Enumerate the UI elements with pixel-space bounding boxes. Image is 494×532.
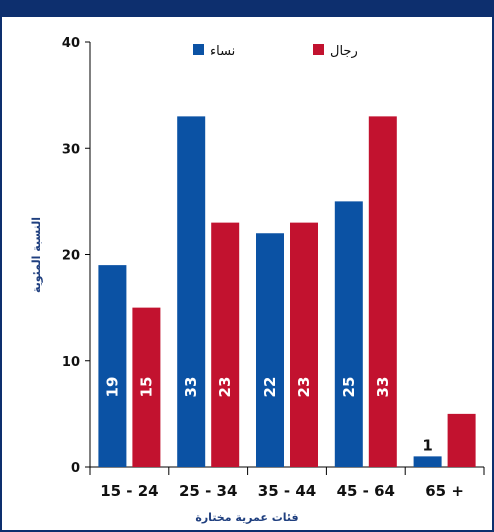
bar-value-label: 22	[261, 377, 279, 398]
bar	[132, 307, 161, 467]
legend: نساء رجال	[193, 44, 358, 59]
bar-value-label: 33	[182, 377, 200, 398]
bar	[368, 116, 397, 467]
y-tick-label: 10	[62, 355, 80, 370]
bar	[413, 456, 442, 467]
x-tick-label: 35 - 44	[258, 482, 316, 500]
bar-value-label: 25	[340, 377, 358, 398]
y-tick-label: 30	[62, 142, 80, 157]
bar-value-label: 15	[137, 377, 155, 398]
legend-swatch	[313, 44, 324, 55]
bar-value-label: 23	[295, 377, 313, 398]
bar-value-label: 33	[374, 377, 392, 398]
x-tick-label: 25 - 34	[179, 482, 237, 500]
bar	[334, 201, 363, 467]
x-tick-label: 65 +	[425, 482, 464, 500]
bar-value-label: 1	[422, 436, 432, 454]
legend-label: نساء	[210, 44, 235, 59]
bar	[177, 116, 206, 467]
bar	[98, 265, 127, 467]
bar-value-label: 5	[453, 382, 471, 392]
bar	[211, 222, 240, 467]
x-axis-title: فئات عمرية مختارة	[195, 511, 298, 524]
bar	[447, 413, 476, 467]
y-tick-label: 20	[62, 249, 80, 264]
y-tick-label: 40	[62, 36, 80, 51]
legend-label: رجال	[330, 44, 358, 59]
y-axis-title: النسبة المئوية	[30, 217, 43, 293]
bar-value-label: 23	[216, 377, 234, 398]
bar-value-label: 19	[103, 377, 121, 398]
y-tick-label: 0	[71, 461, 80, 476]
legend-swatch	[193, 44, 204, 55]
x-tick-label: 15 - 24	[100, 482, 158, 500]
bar	[256, 233, 284, 467]
bar	[290, 222, 318, 467]
x-tick-label: 45 - 64	[337, 482, 395, 500]
